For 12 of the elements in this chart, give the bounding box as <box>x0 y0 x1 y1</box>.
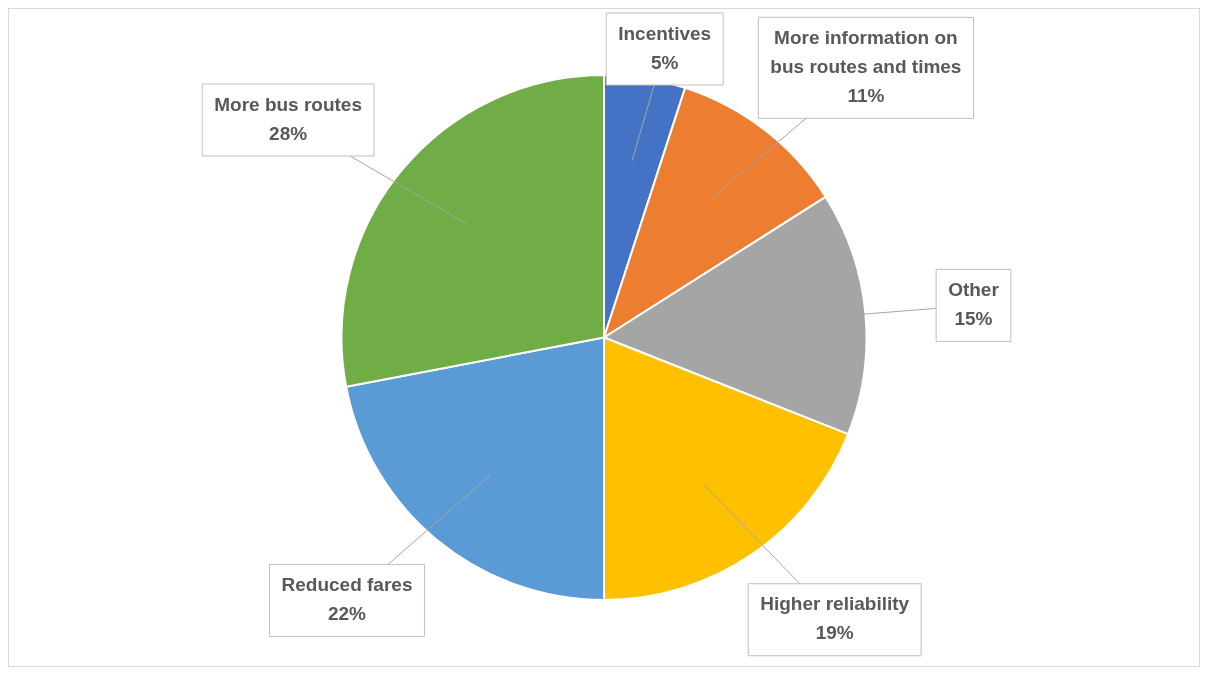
slice-label: More bus routes <box>214 93 363 115</box>
slice-label: Higher reliability <box>760 593 910 615</box>
slice-label: Other <box>948 279 1000 301</box>
data-label: 28% <box>269 122 308 144</box>
data-label: 19% <box>815 622 854 644</box>
data-label: 15% <box>954 308 993 330</box>
slice-label: More information on bus routes and times <box>770 27 962 78</box>
data-label: 22% <box>327 603 367 625</box>
data-label: 11% <box>847 85 885 107</box>
slice-label: Incentives <box>618 22 712 44</box>
data-label: 5% <box>650 51 679 73</box>
slice-label: Reduced fares <box>281 574 413 596</box>
